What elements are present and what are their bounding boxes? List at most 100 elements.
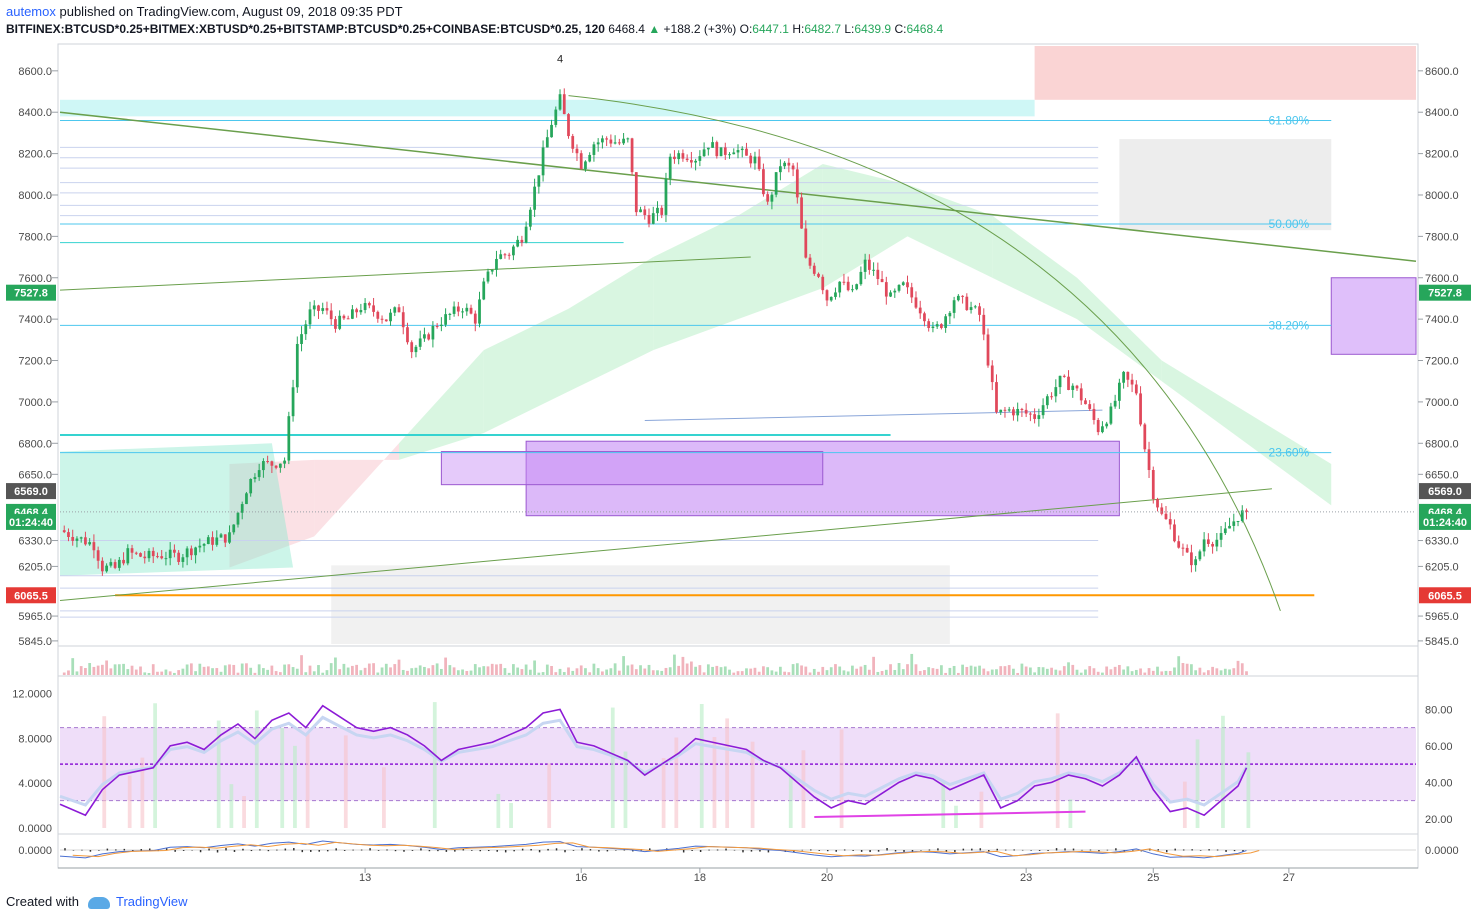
volume-bar [817, 671, 820, 675]
candle-body [346, 318, 350, 320]
volume-bar [274, 671, 278, 675]
volume-bar [312, 671, 316, 675]
tradingview-logo[interactable]: TradingView [88, 894, 188, 909]
candle [698, 150, 702, 167]
candle-body [914, 297, 918, 308]
macd-pane[interactable] [57, 833, 1419, 869]
candle-body [656, 207, 659, 214]
candle [1109, 402, 1113, 426]
candle-body [1029, 413, 1032, 415]
candle-body [151, 550, 155, 557]
volume-bar [206, 666, 210, 675]
volume-bar [1147, 668, 1151, 675]
volume-bar [88, 663, 92, 675]
macd-histogram-bar [894, 850, 897, 852]
candle [266, 455, 270, 464]
candle-body [321, 308, 325, 311]
volume-bar [130, 665, 134, 675]
candle [262, 458, 265, 478]
candle [439, 317, 443, 332]
price-tick-label-left: 7400.0 [18, 314, 52, 326]
volume-bar [562, 672, 566, 675]
macd-histogram-bar [971, 848, 973, 851]
macd-histogram-bar [750, 850, 753, 852]
volume-bar [1122, 669, 1125, 675]
macd-histogram-bar [369, 848, 371, 851]
candle-body [664, 178, 668, 215]
macd-histogram-bar [928, 849, 931, 851]
candle [1020, 407, 1024, 417]
volume-bar [867, 669, 871, 675]
volume-bar [965, 666, 969, 675]
rsi-axis-label-right: 80.00 [1425, 704, 1453, 716]
candle [194, 546, 197, 564]
candle [969, 301, 973, 314]
macd-histogram-bar [208, 848, 210, 851]
candle-body [842, 281, 846, 283]
volume-bar [126, 669, 130, 675]
candle-body [571, 136, 575, 149]
price-tag-label-right: 6569.0 [1428, 486, 1462, 498]
volume-bar [1088, 666, 1092, 675]
volume-bar [490, 663, 494, 675]
macd-histogram-bar [284, 848, 287, 851]
chart-canvas[interactable]: 61.80% 50.00% 38.20% 23.60% 4 8600.0 8600.0 8… [0, 42, 1475, 888]
low-label: L: [844, 22, 855, 36]
candle [762, 163, 765, 197]
candle [863, 253, 867, 280]
candle [520, 235, 524, 247]
volume-bar [308, 665, 312, 675]
candle [774, 172, 778, 198]
price-tag-label-right: 6468.4 [1428, 507, 1463, 519]
price-tick-label-right: 6800.0 [1425, 438, 1459, 450]
candle [397, 304, 401, 313]
candle-body [821, 276, 825, 291]
candle [164, 551, 168, 566]
candle [274, 465, 278, 470]
candle-body [1223, 528, 1227, 534]
volume-bar [901, 669, 905, 675]
candle-body [427, 334, 431, 340]
volume-bar [634, 669, 638, 675]
volume-bar [821, 666, 825, 675]
candle [295, 336, 299, 393]
volume-bar [499, 663, 503, 675]
candle [1130, 373, 1134, 393]
candle-body [999, 409, 1003, 413]
macd-histogram-bar [979, 848, 982, 851]
macd-histogram-bar [1182, 849, 1185, 851]
volume-bar [647, 664, 651, 675]
candle [1190, 544, 1193, 573]
candle [825, 289, 829, 307]
candle [804, 220, 808, 259]
volume-bar [79, 666, 83, 675]
candle [770, 192, 774, 210]
macd-histogram-bar [1132, 850, 1134, 851]
purple-zone-secondary [440, 451, 824, 486]
volume-bar [550, 666, 553, 675]
volume-bar [982, 668, 986, 675]
low-value: 6439.9 [854, 22, 892, 36]
candle [1198, 549, 1202, 562]
rsi-shade-bar [839, 729, 844, 828]
candle-body [677, 153, 681, 160]
volume-bar [1164, 670, 1168, 675]
volume-bar [533, 660, 536, 675]
candle [808, 253, 812, 269]
candle-body [465, 307, 469, 312]
volume-bar [181, 668, 185, 675]
candle-body [1122, 371, 1125, 383]
candle-body [774, 172, 778, 195]
volume-bar [177, 670, 181, 675]
symbol-name[interactable]: BITFINEX:BTCUSD*0.25+BITMEX:XBTUSD*0.25+… [6, 22, 605, 36]
candle-body [545, 137, 549, 148]
price-tag-label-right: 01:24:40 [1423, 517, 1467, 529]
rsi-shade-bar [343, 735, 348, 828]
author-link[interactable]: autemox [6, 4, 56, 19]
candle-body [512, 246, 515, 256]
candle-body [367, 303, 371, 306]
macd-histogram-bar [1199, 850, 1202, 851]
volume-bar [435, 663, 439, 675]
volume-bar [372, 663, 375, 675]
macd-histogram-bar [877, 850, 880, 852]
